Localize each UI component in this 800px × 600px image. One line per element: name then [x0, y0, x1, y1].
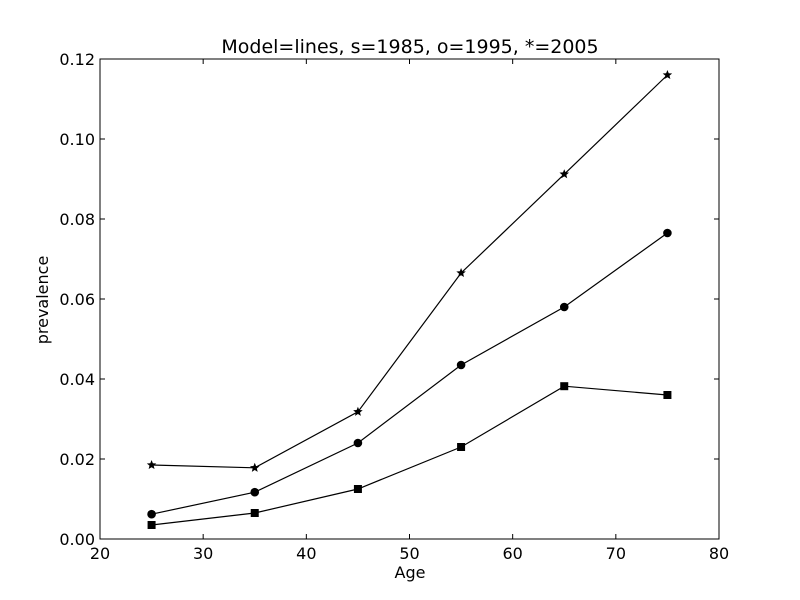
y-tick-label: 0.08: [59, 210, 95, 229]
x-tick-label: 30: [193, 544, 213, 563]
data-point-circle: [559, 302, 569, 312]
data-point-circle: [353, 438, 363, 448]
data-point-square: [560, 382, 569, 391]
y-tick-label: 0.04: [59, 370, 95, 389]
y-tick-label: 0.12: [59, 50, 95, 69]
data-point-star: [146, 460, 157, 470]
data-point-circle: [456, 360, 466, 370]
y-tick-label: 0.10: [59, 130, 95, 149]
axes: 20 30 40 50 60 70 80 0.00 0.02 0.04 0.06 0.08 0.10 0.…: [59, 50, 729, 563]
data-point-star: [353, 406, 363, 416]
x-tick-label: 70: [606, 544, 626, 563]
y-tick-label: 0.00: [59, 530, 95, 549]
y-axis-title: prevalence: [33, 256, 52, 345]
x-axis-title: Age: [395, 563, 426, 582]
data-point-circle: [250, 487, 260, 497]
plot-area: [146, 70, 673, 529]
x-tick-label: 60: [502, 544, 522, 563]
x-tick-label: 80: [709, 544, 729, 563]
x-tick-label: 50: [399, 544, 419, 563]
data-point-square: [147, 521, 156, 529]
x-tick-label: 20: [90, 544, 110, 563]
data-point-square: [353, 485, 362, 493]
data-point-star: [249, 462, 260, 472]
y-tick-label: 0.06: [59, 290, 95, 309]
data-point-star: [662, 70, 673, 80]
data-point-square: [663, 391, 672, 399]
chart-title: Model=lines, s=1985, o=1995, *=2005: [221, 36, 598, 58]
data-point-circle: [663, 228, 672, 238]
data-point-star: [559, 169, 570, 179]
y-tick-label: 0.02: [59, 450, 95, 469]
x-tick-label: 40: [296, 544, 316, 563]
series-line-star: [151, 74, 668, 469]
series-line-circle: [151, 232, 668, 515]
series-line-square: [151, 385, 668, 526]
data-point-star: [456, 268, 466, 278]
data-point-square: [250, 509, 259, 517]
data-point-circle: [147, 509, 156, 519]
data-point-square: [457, 443, 466, 451]
